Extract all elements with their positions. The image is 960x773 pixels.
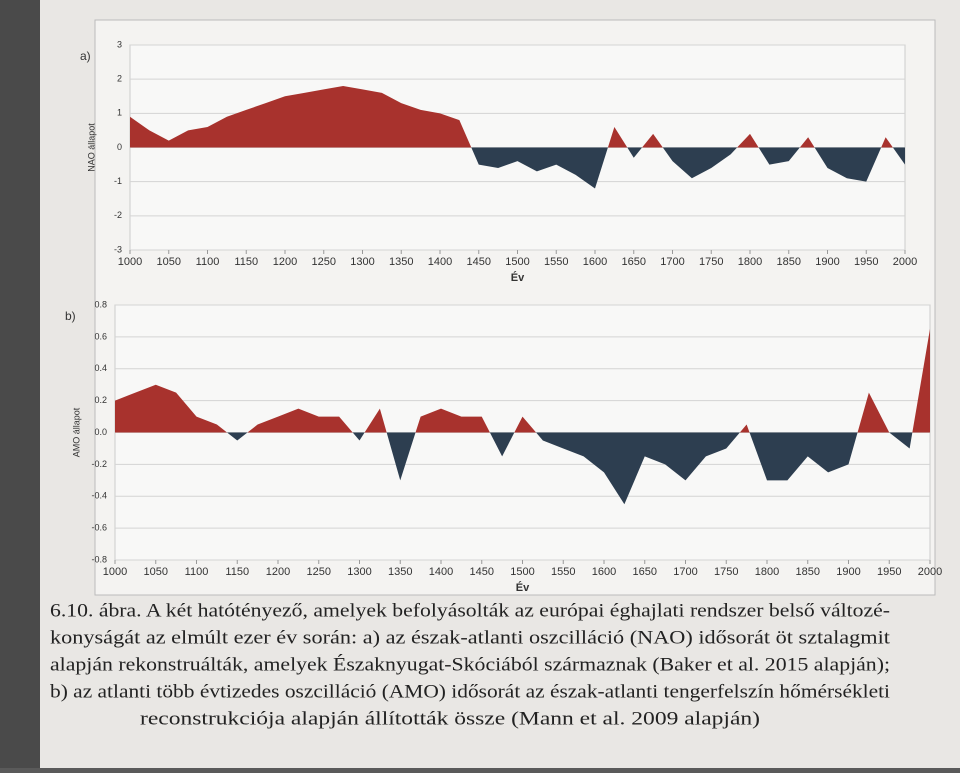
y-tick-label: 0 [117, 142, 122, 152]
x-tick-label: 1600 [583, 256, 607, 268]
x-tick-label: 1100 [185, 566, 209, 578]
x-tick-label: 1050 [157, 256, 181, 268]
x-tick-label: 1300 [350, 256, 374, 268]
y-tick-label: -0.8 [91, 554, 107, 564]
y-tick-label: 0.6 [94, 331, 107, 341]
y-tick-label: -0.6 [91, 523, 107, 533]
negative-area [130, 147, 905, 189]
caption-line: alapján rekonstruálták, amelyek Északnyu… [50, 653, 890, 675]
y-tick-label: -3 [114, 244, 122, 254]
positive-area [130, 86, 905, 148]
x-tick-label: 1250 [312, 256, 336, 268]
y-tick-label: 0.4 [94, 363, 107, 373]
x-tick-label: 1000 [103, 566, 127, 578]
x-tick-label: 2000 [893, 256, 917, 268]
y-tick-label: 0.0 [94, 427, 107, 437]
caption-line: konyságát az elmúlt ezer év során: a) az… [50, 627, 891, 648]
x-tick-label: 1400 [429, 566, 453, 578]
x-tick-label: 1600 [592, 566, 616, 578]
x-tick-label: 1550 [551, 566, 575, 578]
x-tick-label: 1900 [836, 566, 860, 578]
x-tick-label: 1250 [307, 566, 331, 578]
y-axis-label: AMO állapot [71, 407, 81, 457]
y-tick-label: 2 [117, 74, 122, 84]
y-tick-label: 1 [117, 108, 122, 118]
x-tick-label: 1400 [428, 256, 452, 268]
x-tick-label: 1500 [510, 566, 534, 578]
x-tick-label: 1150 [234, 256, 258, 268]
x-tick-label: 1850 [796, 566, 820, 578]
x-tick-label: 1150 [225, 566, 249, 578]
x-tick-label: 1700 [673, 566, 697, 578]
y-tick-label: 3 [117, 39, 122, 49]
x-tick-label: 2000 [918, 566, 942, 578]
x-tick-label: 1200 [273, 256, 297, 268]
x-tick-label: 1450 [467, 256, 491, 268]
y-tick-label: -0.2 [91, 459, 107, 469]
x-tick-label: 1900 [815, 256, 839, 268]
x-tick-label: 1100 [196, 256, 220, 268]
x-tick-label: 1950 [854, 256, 878, 268]
x-tick-label: 1500 [505, 256, 529, 268]
caption-line: b) az atlanti több évtizedes oszcilláció… [50, 681, 890, 702]
x-tick-label: 1700 [660, 256, 684, 268]
x-tick-label: 1000 [118, 256, 142, 268]
x-tick-label: 1350 [389, 256, 413, 268]
y-tick-label: 0.8 [94, 299, 107, 309]
x-tick-label: 1850 [777, 256, 801, 268]
x-tick-label: 1800 [738, 256, 762, 268]
x-tick-label: 1300 [347, 566, 371, 578]
x-tick-label: 1200 [266, 566, 290, 578]
x-tick-label: 1550 [544, 256, 568, 268]
y-tick-label: -2 [114, 210, 122, 220]
x-tick-label: 1350 [388, 566, 412, 578]
y-tick-label: -0.4 [91, 491, 107, 501]
x-tick-label: 1750 [714, 566, 738, 578]
y-tick-label: 0.2 [94, 395, 107, 405]
x-tick-label: 1950 [877, 566, 901, 578]
x-tick-label: 1800 [755, 566, 779, 578]
panel-label: b) [65, 309, 76, 323]
caption-line: reconstrukciója alapján állították össze… [140, 708, 760, 729]
x-axis-label: Év [516, 581, 530, 594]
x-axis-label: Év [511, 271, 525, 284]
y-axis-label: NAO állapot [86, 123, 96, 172]
x-tick-label: 1750 [699, 256, 723, 268]
x-tick-label: 1050 [144, 566, 168, 578]
x-tick-label: 1450 [470, 566, 494, 578]
y-tick-label: -1 [114, 176, 122, 186]
x-tick-label: 1650 [633, 566, 657, 578]
x-tick-label: 1650 [622, 256, 646, 268]
positive-area [115, 328, 930, 433]
panel-label: a) [80, 49, 91, 63]
caption-line: 6.10. ábra. A két hatótényező, amelyek b… [50, 600, 890, 621]
negative-area [115, 432, 930, 505]
